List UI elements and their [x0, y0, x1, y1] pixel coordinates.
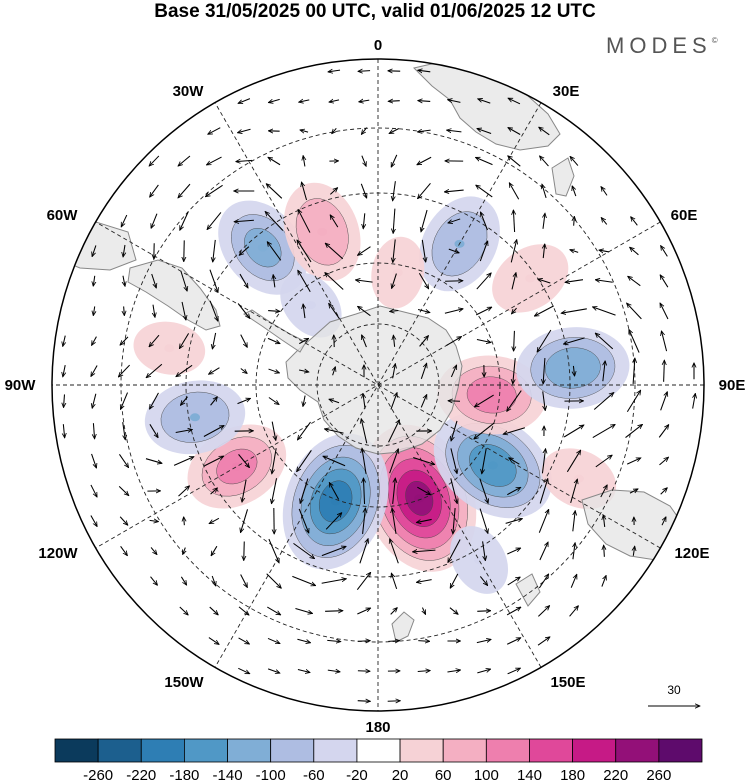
colorbar-swatch-3: [183, 738, 228, 763]
colorbar-tick-label: -180: [169, 767, 199, 783]
lon-label-0: 0: [374, 37, 382, 54]
colorbar-tick-label: -140: [213, 767, 243, 783]
anomaly-center-15: [450, 526, 509, 594]
madagascar: [551, 157, 575, 197]
colorbar-swatch-10: [485, 738, 530, 763]
lon-label-120e: 120E: [674, 545, 709, 562]
map-title: Base 31/05/2025 00 UTC, valid 01/06/2025…: [154, 1, 596, 22]
colorbar-tick-label: 100: [474, 767, 499, 783]
map-border: [51, 58, 705, 712]
lon-label-60e: 60E: [671, 207, 698, 224]
colorbar-tick-label: 140: [517, 767, 542, 783]
modes-logo: MODES©: [606, 33, 718, 59]
colorbar-tick-label: 20: [392, 767, 409, 783]
tasmania: [515, 573, 541, 607]
colorbar-swatch-11: [529, 738, 574, 763]
anomaly-center-0: [362, 424, 477, 572]
colorbar: [54, 738, 703, 763]
colorbar-swatch-14: [658, 738, 703, 763]
lon-label-150e: 150E: [550, 674, 585, 691]
anomaly-center-13: [371, 236, 425, 309]
colorbar-tick-label: -60: [303, 767, 325, 783]
brand-name: MODES: [606, 33, 712, 58]
anomaly-center-14: [280, 272, 342, 338]
lon-label-90e: 90E: [719, 377, 746, 394]
colorbar-swatch-13: [615, 738, 660, 763]
anomaly-center-8: [283, 182, 361, 281]
colorbar-tick-label: 220: [603, 767, 628, 783]
lon-label-90w: 90W: [5, 377, 37, 394]
colorbar-swatch-5: [270, 738, 315, 763]
colorbar-swatch-6: [313, 738, 358, 763]
colorbar-tick-label: -220: [126, 767, 156, 783]
lon-label-150w: 150W: [164, 674, 204, 691]
wind-vectors: [63, 70, 696, 701]
lon-label-30w: 30W: [173, 83, 205, 100]
colorbar-swatch-1: [97, 738, 142, 763]
anomaly-center-11: [541, 448, 617, 510]
lon-label-30e: 30E: [553, 83, 580, 100]
colorbar-swatch-2: [140, 738, 185, 763]
lon-label-60w: 60W: [47, 207, 79, 224]
antarctica: [285, 305, 463, 455]
colorbar-tick-label: -260: [83, 767, 113, 783]
anomaly-center-4: [516, 327, 630, 409]
colorbar-tick-label: 260: [646, 767, 671, 783]
lon-label-120w: 120W: [38, 545, 78, 562]
colorbar-swatch-9: [442, 738, 487, 763]
anomaly-field: [133, 182, 630, 594]
colorbar-tick-label: 180: [560, 767, 585, 783]
colorbar-swatch-7: [356, 738, 401, 763]
colorbar-swatch-4: [227, 738, 272, 763]
colorbar-swatch-0: [54, 738, 99, 763]
reference-vector: 30: [648, 683, 700, 706]
longitude-labels: 0 30E 60E 90E 120E 150E 180 150W 120W 90…: [5, 37, 746, 736]
colorbar-swatch-8: [399, 738, 444, 763]
colorbar-tick-label: -100: [256, 767, 286, 783]
colorbar-tick-labels: -260 -220 -180 -140 -100 -60 -20 20 60 100 140 180 2…: [83, 767, 671, 783]
colorbar-tick-label: 60: [435, 767, 452, 783]
map-disc: [52, 59, 704, 711]
anomaly-center-1: [282, 433, 389, 570]
anomaly-center-6: [144, 380, 246, 455]
meridians: [52, 59, 704, 711]
reference-vector-label: 30: [667, 683, 681, 697]
brand-copyright-mark: ©: [711, 36, 718, 45]
anomaly-center-2: [433, 412, 552, 519]
colorbar-tick-label: -20: [346, 767, 368, 783]
antarctic-peninsula: [243, 309, 307, 353]
south-america: [127, 259, 221, 331]
colorbar-swatch-12: [572, 738, 617, 763]
lon-label-180: 180: [365, 719, 390, 736]
